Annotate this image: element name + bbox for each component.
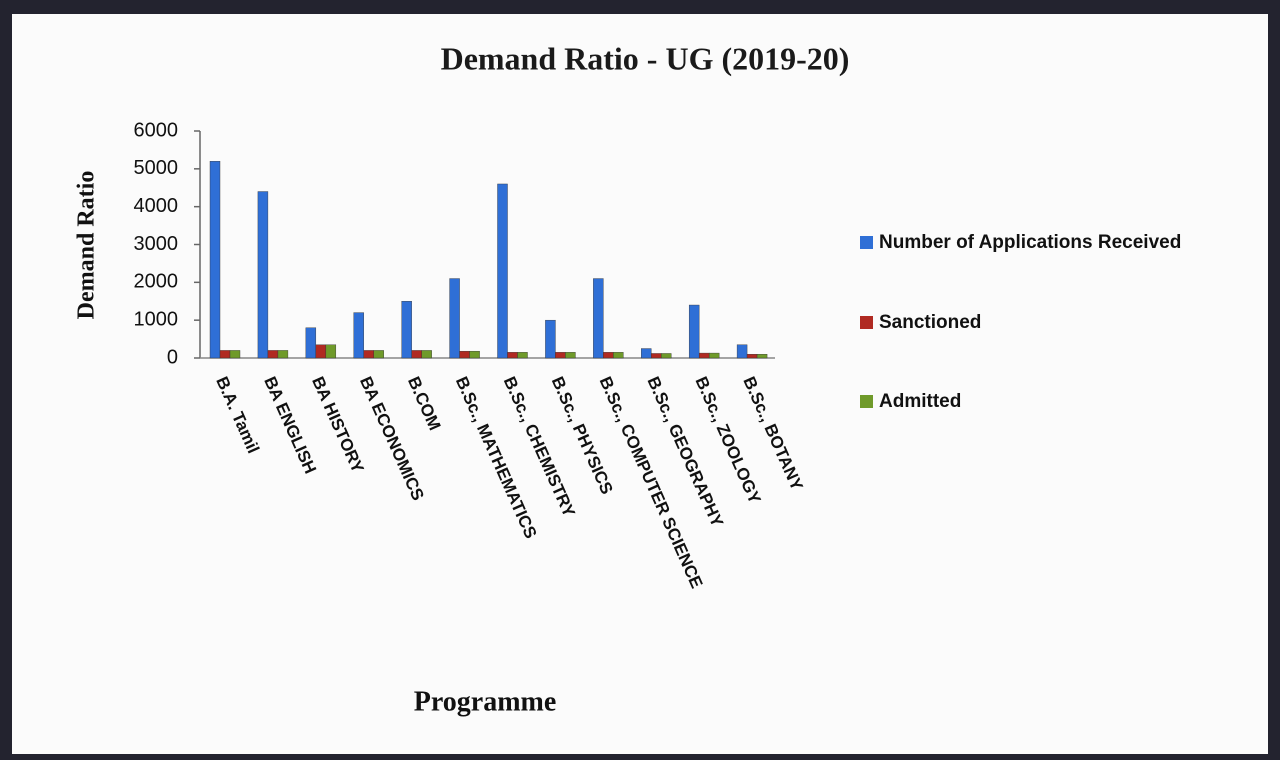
bar bbox=[209, 161, 221, 359]
bar bbox=[267, 350, 279, 359]
bar bbox=[708, 352, 720, 359]
bar bbox=[593, 278, 604, 359]
background bbox=[12, 14, 1268, 754]
bar bbox=[736, 344, 748, 359]
legend-swatch bbox=[860, 395, 873, 408]
bar bbox=[305, 327, 317, 359]
bar bbox=[421, 350, 432, 359]
legend-swatch bbox=[860, 236, 873, 249]
bar bbox=[545, 319, 556, 359]
bar bbox=[688, 304, 700, 359]
bar bbox=[411, 350, 422, 359]
bar bbox=[555, 352, 566, 359]
bar bbox=[661, 353, 672, 359]
bar bbox=[373, 350, 384, 359]
bar bbox=[613, 352, 624, 359]
bar bbox=[315, 344, 327, 359]
bar bbox=[277, 350, 289, 359]
legend-label: Number of Applications Received bbox=[879, 232, 1181, 253]
bar bbox=[603, 352, 614, 359]
bar bbox=[219, 350, 231, 359]
bar bbox=[497, 183, 508, 359]
y-axis-title: Demand Ratio bbox=[74, 171, 100, 320]
y-tick-label: 0 bbox=[167, 346, 178, 368]
bar bbox=[469, 350, 480, 359]
legend-label: Sanctioned bbox=[879, 312, 981, 333]
bar bbox=[401, 301, 412, 359]
legend-swatch bbox=[860, 316, 873, 329]
bar bbox=[325, 344, 337, 359]
bar bbox=[353, 312, 364, 359]
bar bbox=[641, 348, 652, 359]
chart-title: Demand Ratio - UG (2019-20) bbox=[441, 40, 850, 76]
y-tick-label: 5000 bbox=[134, 157, 179, 179]
x-axis-title: Programme bbox=[414, 686, 557, 717]
y-tick-label: 4000 bbox=[134, 195, 179, 217]
bar bbox=[698, 352, 710, 359]
y-tick-label: 6000 bbox=[134, 119, 179, 141]
bar bbox=[507, 352, 518, 359]
bar bbox=[517, 352, 528, 359]
bar bbox=[257, 191, 269, 359]
bar bbox=[756, 354, 768, 359]
y-tick-label: 1000 bbox=[134, 308, 179, 330]
legend-label: Admitted bbox=[879, 391, 961, 412]
bar bbox=[229, 350, 241, 359]
bar bbox=[459, 350, 470, 359]
bar bbox=[746, 354, 758, 359]
bar bbox=[363, 350, 374, 359]
y-tick-label: 2000 bbox=[134, 271, 179, 293]
bar bbox=[449, 278, 460, 359]
y-tick-label: 3000 bbox=[134, 233, 179, 255]
bar bbox=[565, 352, 576, 359]
bar bbox=[651, 353, 662, 359]
